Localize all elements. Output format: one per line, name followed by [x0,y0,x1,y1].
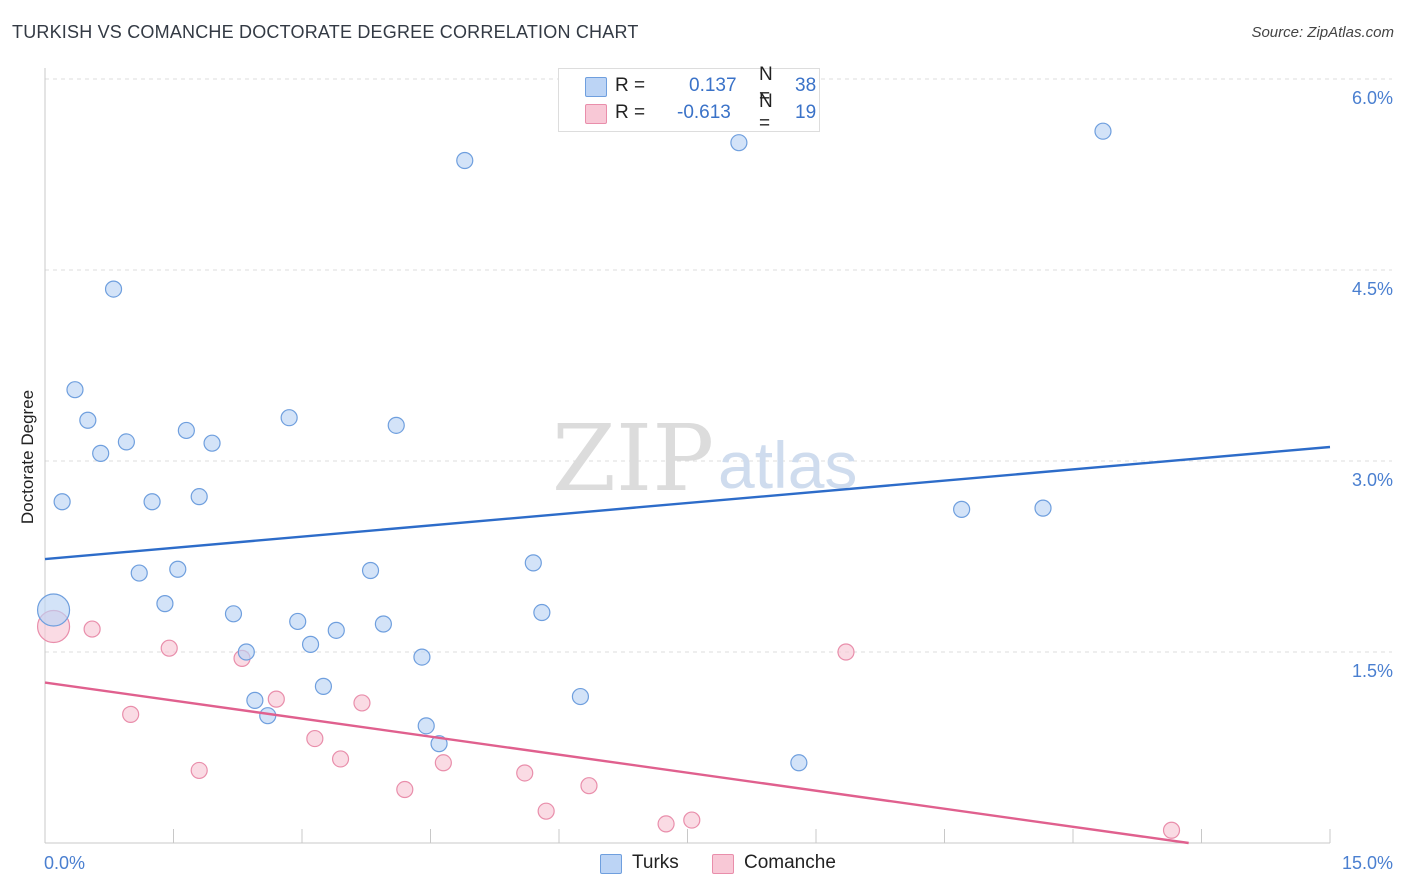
turks-point [417,717,435,735]
turks-point [224,605,243,623]
comanche-point [516,764,534,782]
turks-point [156,595,174,613]
turks-point [571,687,590,706]
legend-r-value: 0.137 [689,75,737,96]
comanche-point [396,780,414,799]
turks-point [66,381,84,399]
turks-point [1034,499,1052,517]
legend-r-label: R = [615,75,651,96]
turks-point [237,643,255,661]
turks-point [117,433,135,451]
turks-point [387,416,405,434]
legend-r-value: -0.613 [677,102,731,123]
comanche-point [837,643,855,661]
turks-point [36,593,71,627]
comanche-point [331,750,350,768]
y-tick-label: 4.5% [1352,279,1393,299]
comanche-point [1162,821,1181,839]
turks-point [246,691,264,709]
turks-point [280,409,298,427]
y-tick-label: 3.0% [1352,470,1393,490]
turks-point [314,677,333,695]
turks-point [374,615,392,633]
turks-point [289,612,307,631]
turks-point [361,561,380,580]
source-note: Source: ZipAtlas.com [1251,24,1394,41]
legend-swatch-comanche [585,104,607,124]
watermark-zip: ZIP [552,405,714,512]
comanche-point [122,705,140,723]
legend-n-value: 38 [795,75,817,96]
legend-r-label: R = [615,102,651,123]
turks-point [169,560,187,578]
comanche-point [537,802,555,820]
bottom-legend-label-comanche: Comanche [744,852,836,873]
legend-n-label: N = [759,91,773,134]
y-axis-label: Doctorate Degree [18,390,37,524]
comanche-point [353,694,371,712]
turks-point [730,134,748,152]
x-tick-label: 0.0% [44,853,85,873]
comanche-point [434,754,452,772]
grid-lines [45,78,1392,653]
comanche-point [160,639,178,657]
x-tick-label: 15.0% [1342,853,1393,873]
turks-point [953,500,971,518]
axes [44,68,1331,844]
y-tick-label: 1.5% [1352,661,1393,681]
legend-n-value: 19 [795,102,817,123]
comanche-point [657,815,675,833]
turks-point [104,280,123,298]
comanche-point [83,620,101,638]
comanche-point [267,690,285,708]
turks-point [203,434,221,452]
comanche-point [306,729,324,748]
turks-point [301,635,320,653]
turks-point [430,735,448,753]
turks-point [327,621,345,639]
turks-point [177,421,195,440]
turks-point [92,444,110,462]
comanche-trend-line [44,681,1189,845]
data-points [36,122,1181,839]
turks-point [79,411,97,429]
legend-n-label: N = [759,64,773,107]
legend-swatch-turks [585,77,607,97]
turks-point [53,493,71,511]
correlation-legend: R = 0.137 N = 38 R = -0.613 N = 19 [558,64,820,134]
y-tick-label: 6.0% [1352,88,1393,108]
turks-point [130,564,148,582]
chart-title: TURKISH VS COMANCHE DOCTORATE DEGREE COR… [12,22,639,42]
turks-point [143,493,161,511]
turks-point [533,603,551,622]
turks-point [790,754,808,772]
turks-point [456,151,474,170]
trend-lines [44,445,1331,845]
bottom-legend-label-turks: Turks [632,852,679,873]
comanche-point [190,761,208,780]
turks-point [1094,122,1112,140]
comanche-point [683,811,701,829]
turks-trend-line [44,445,1331,561]
bottom-legend-swatch-turks [600,854,622,874]
turks-point [413,648,431,666]
turks-point [190,488,208,506]
turks-point [524,554,542,572]
tick-labels: 1.5% 3.0% 4.5% 6.0% 0.0% 15.0% [44,88,1393,873]
comanche-point [580,777,598,795]
bottom-legend-swatch-comanche [712,854,734,874]
